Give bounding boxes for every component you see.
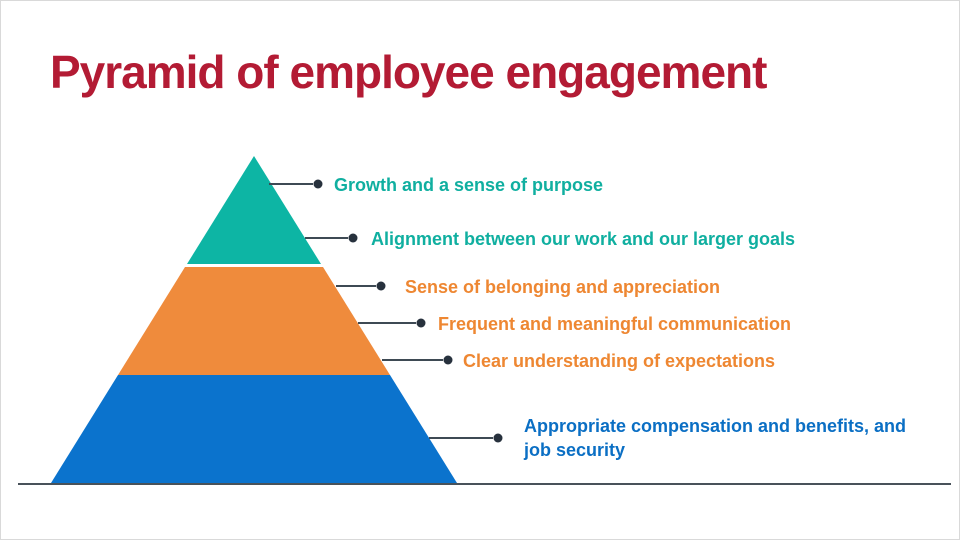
pyramid-tier-bottom xyxy=(51,375,457,483)
connector-dot-4 xyxy=(416,318,426,328)
label-meaningful-communication: Frequent and meaningful communication xyxy=(438,314,792,334)
label-belonging-appreciation: Sense of belonging and appreciation xyxy=(405,277,721,297)
connector-dot-6 xyxy=(493,433,503,443)
pyramid-tier-middle xyxy=(118,267,390,375)
pyramid-tier-top xyxy=(187,156,321,264)
page-title: Pyramid of employee engagement xyxy=(50,46,767,98)
label-compensation-security: Appropriate compensation and benefits, a… xyxy=(524,416,907,461)
label-alignment-goals: Alignment between our work and our large… xyxy=(371,229,796,249)
label-growth-purpose: Growth and a sense of purpose xyxy=(334,175,604,195)
connector-dot-2 xyxy=(348,233,358,243)
connector-dots xyxy=(313,179,503,443)
connector-lines xyxy=(269,183,493,439)
connector-dot-1 xyxy=(313,179,323,189)
connector-dot-5 xyxy=(443,355,453,365)
connector-dot-3 xyxy=(376,281,386,291)
label-clear-expectations: Clear understanding of expectations xyxy=(463,351,776,371)
